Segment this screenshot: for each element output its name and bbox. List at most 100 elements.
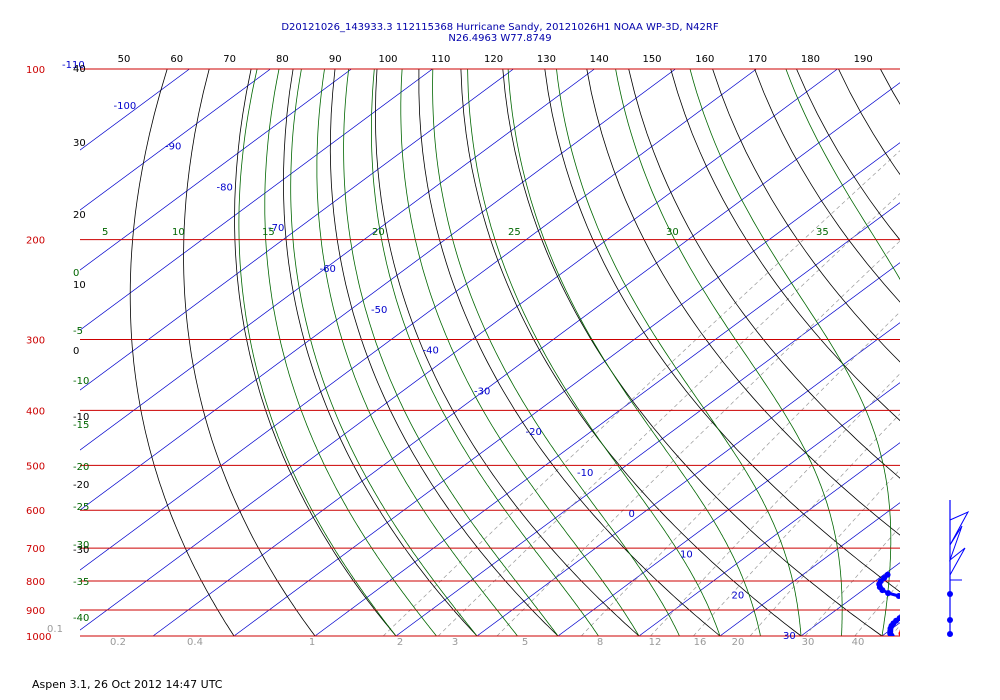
dry-adiabat-label: -30 <box>73 545 89 556</box>
moist-adiabat-label: 35 <box>816 227 829 238</box>
dewpoint-data-point <box>902 610 908 616</box>
dry-adiabat-line <box>964 69 1000 636</box>
isotherm-label: -60 <box>320 264 336 275</box>
dry-adiabat-line <box>460 69 802 636</box>
dry-adiabat-label: -20 <box>73 480 89 491</box>
dry-adiabat-line <box>754 69 900 303</box>
mixing-ratio-label: 5 <box>522 637 528 648</box>
mixing-ratio-label: 12 <box>649 637 662 648</box>
isotherm-label: -80 <box>217 182 233 193</box>
moist-adiabat-label: 30 <box>666 227 679 238</box>
isotherm-line <box>638 442 900 636</box>
isotherm-line <box>80 69 838 631</box>
dry-adiabat-line <box>796 69 900 241</box>
isotherm-label: -30 <box>474 386 490 397</box>
moist-adiabat-label: 0 <box>73 268 79 279</box>
moist-adiabat-label: 25 <box>508 227 521 238</box>
top-tick-label: 170 <box>748 54 767 65</box>
mixing-ratio-label: 1 <box>309 637 315 648</box>
top-tick-label: 60 <box>170 54 183 65</box>
mixing-ratio-label: 0.2 <box>110 637 126 648</box>
pressure-tick-label: 700 <box>26 544 45 555</box>
moist-adiabat-line <box>689 69 892 636</box>
dry-adiabat-label: 20 <box>73 210 86 221</box>
dewpoint-profile-line <box>877 573 900 636</box>
temperature-data-point <box>940 572 946 578</box>
pressure-tick-label: 300 <box>26 336 45 347</box>
mixing-ratio-line <box>974 69 1000 636</box>
dewpoint-data-point <box>905 607 911 613</box>
isotherm-label: -90 <box>165 142 181 153</box>
top-tick-label: 50 <box>118 54 131 65</box>
dry-adiabat-label: 30 <box>73 138 86 149</box>
wind-barb-column <box>947 500 970 637</box>
isotherm-line <box>314 202 900 636</box>
temperature-data-point <box>924 620 930 626</box>
moist-adiabat-line <box>432 69 680 636</box>
isotherm-label: 0 <box>629 509 635 520</box>
dry-adiabat-line <box>129 69 235 636</box>
isotherm-line <box>233 142 900 636</box>
temperature-data-point <box>935 578 941 584</box>
dewpoint-data-point <box>899 613 900 618</box>
isotherm-label: -10 <box>577 468 593 479</box>
chart-title: D20121026_143933.3 112115368 Hurricane S… <box>281 22 719 33</box>
isotherm-line <box>80 69 433 331</box>
mixing-ratio-label: 8 <box>597 637 603 648</box>
top-tick-label: 110 <box>431 54 450 65</box>
temperature-data-point <box>929 618 935 624</box>
top-tick-label: 120 <box>484 54 503 65</box>
temperature-data-point <box>898 630 900 636</box>
top-tick-label: 140 <box>590 54 609 65</box>
moist-adiabat-line <box>264 69 437 636</box>
isotherm-label: -100 <box>114 101 137 112</box>
moist-adiabat-line <box>238 69 397 636</box>
moist-adiabat-label: 10 <box>172 227 185 238</box>
dewpoint-data-point <box>903 596 909 602</box>
isotherm-line <box>80 69 595 451</box>
moist-adiabat-label: -40 <box>73 613 89 624</box>
temperature-data-point <box>931 581 937 587</box>
top-tick-label: 190 <box>854 54 873 65</box>
isotherm-line <box>476 322 900 636</box>
temperature-data-point <box>938 575 944 581</box>
isotherm-label: -50 <box>371 305 387 316</box>
moist-adiabat-label: -30 <box>73 540 89 551</box>
chart-subtitle: N26.4963 W77.8749 <box>448 33 552 44</box>
temperature-data-point <box>928 584 934 590</box>
isotherm-line <box>152 82 900 636</box>
dry-adiabat-label: 0 <box>73 346 79 357</box>
mixing-ratio-label: 30 <box>802 637 815 648</box>
top-tick-label: 80 <box>276 54 289 65</box>
top-tick-label: 130 <box>537 54 556 65</box>
dry-adiabat-line <box>880 69 900 105</box>
skew-t-grid <box>80 69 1000 636</box>
isotherm-line <box>963 69 1000 636</box>
top-tick-label: 180 <box>801 54 820 65</box>
dry-adiabat-line <box>838 69 900 176</box>
isotherm-line <box>557 382 900 636</box>
dewpoint-data-point <box>908 599 914 605</box>
moist-adiabat-line <box>556 69 802 636</box>
moist-adiabat-line <box>507 69 761 636</box>
dry-adiabat-line <box>234 69 397 636</box>
mixing-ratio-label: 0.4 <box>187 637 203 648</box>
moist-adiabat-label: -20 <box>73 462 89 473</box>
moist-adiabat-label: -15 <box>73 420 89 431</box>
dry-adiabat-line <box>502 69 883 636</box>
isotherm-line <box>80 69 676 511</box>
mixing-ratio-line <box>804 526 900 636</box>
temperature-data-point <box>923 599 929 605</box>
mixing-ratio-line <box>749 469 900 636</box>
mixing-ratio-label: 40 <box>852 637 865 648</box>
dry-adiabat-line <box>183 69 316 636</box>
mixing-ratio-label: 0.1 <box>47 624 63 635</box>
dewpoint-data-point <box>896 615 900 622</box>
isotherm-label: -110 <box>62 60 85 71</box>
dewpoint-data-point <box>909 602 915 608</box>
temperature-data-point <box>932 610 938 616</box>
mixing-ratio-line <box>581 311 900 636</box>
isotherm-label: 30 <box>783 631 796 642</box>
temperature-data-point <box>915 623 921 629</box>
